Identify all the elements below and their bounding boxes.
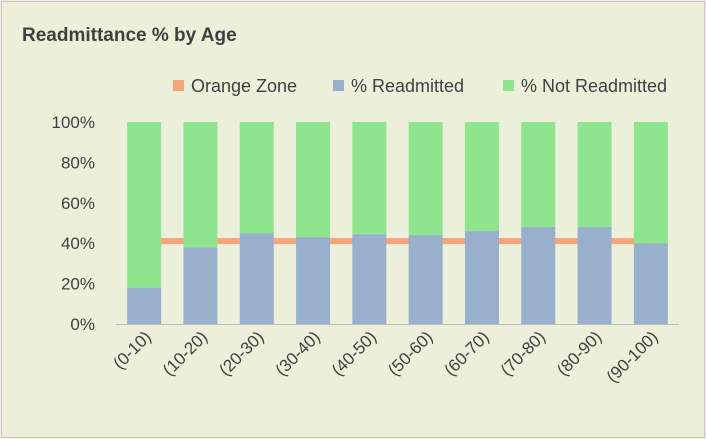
x-tick-label: (60-70) <box>441 327 493 379</box>
y-tick-label: 40% <box>61 234 95 253</box>
y-tick-label: 100% <box>52 113 95 132</box>
legend-label: % Not Readmitted <box>521 76 667 96</box>
y-axis: 0% 20% 40% 60% 80% 100% <box>52 113 95 334</box>
bar-readmitted <box>239 233 274 324</box>
x-tick-label: (40-50) <box>328 327 380 379</box>
legend-label: % Readmitted <box>351 76 464 96</box>
x-tick-label: (50-60) <box>384 327 436 379</box>
x-tick-label: (0-10) <box>109 327 155 373</box>
bar-readmitted <box>464 231 499 324</box>
bar-readmitted <box>352 234 387 324</box>
bar-not-readmitted <box>239 122 274 234</box>
x-tick-label: (20-30) <box>215 327 267 379</box>
bar-not-readmitted <box>577 122 612 228</box>
chart-title: Readmittance % by Age <box>22 25 237 46</box>
y-tick-label: 0% <box>70 315 95 334</box>
bar-not-readmitted <box>633 122 668 244</box>
bar-not-readmitted <box>464 122 499 232</box>
bar-not-readmitted <box>521 122 556 228</box>
legend-swatch <box>503 80 514 91</box>
legend: Orange Zone % Readmitted % Not Readmitted <box>173 76 667 96</box>
bar-readmitted <box>577 227 612 324</box>
bar-not-readmitted <box>127 122 162 288</box>
x-tick-label: (70-80) <box>497 327 549 379</box>
bar-not-readmitted <box>352 122 387 235</box>
y-tick-label: 20% <box>61 275 95 294</box>
y-tick-label: 60% <box>61 194 95 213</box>
plot-area <box>127 122 668 324</box>
bar-readmitted <box>296 237 331 324</box>
bar-readmitted <box>633 243 668 324</box>
legend-swatch <box>333 80 344 91</box>
x-tick-label: (10-20) <box>159 327 211 379</box>
bar-readmitted <box>127 287 162 324</box>
bar-not-readmitted <box>296 122 331 238</box>
bar-not-readmitted <box>183 122 218 248</box>
legend-swatch <box>173 80 184 91</box>
x-axis: (0-10) (10-20) (20-30) (30-40) (40-50) (50-60… <box>109 324 679 386</box>
bar-readmitted <box>521 227 556 324</box>
bar-not-readmitted <box>408 122 443 236</box>
y-tick-label: 80% <box>61 153 95 172</box>
x-tick-label: (80-90) <box>553 327 605 379</box>
bar-readmitted <box>408 235 443 324</box>
x-tick-label: (90-100) <box>603 327 662 386</box>
x-tick-label: (30-40) <box>272 327 324 379</box>
bar-readmitted <box>183 247 218 324</box>
legend-label: Orange Zone <box>191 76 297 96</box>
